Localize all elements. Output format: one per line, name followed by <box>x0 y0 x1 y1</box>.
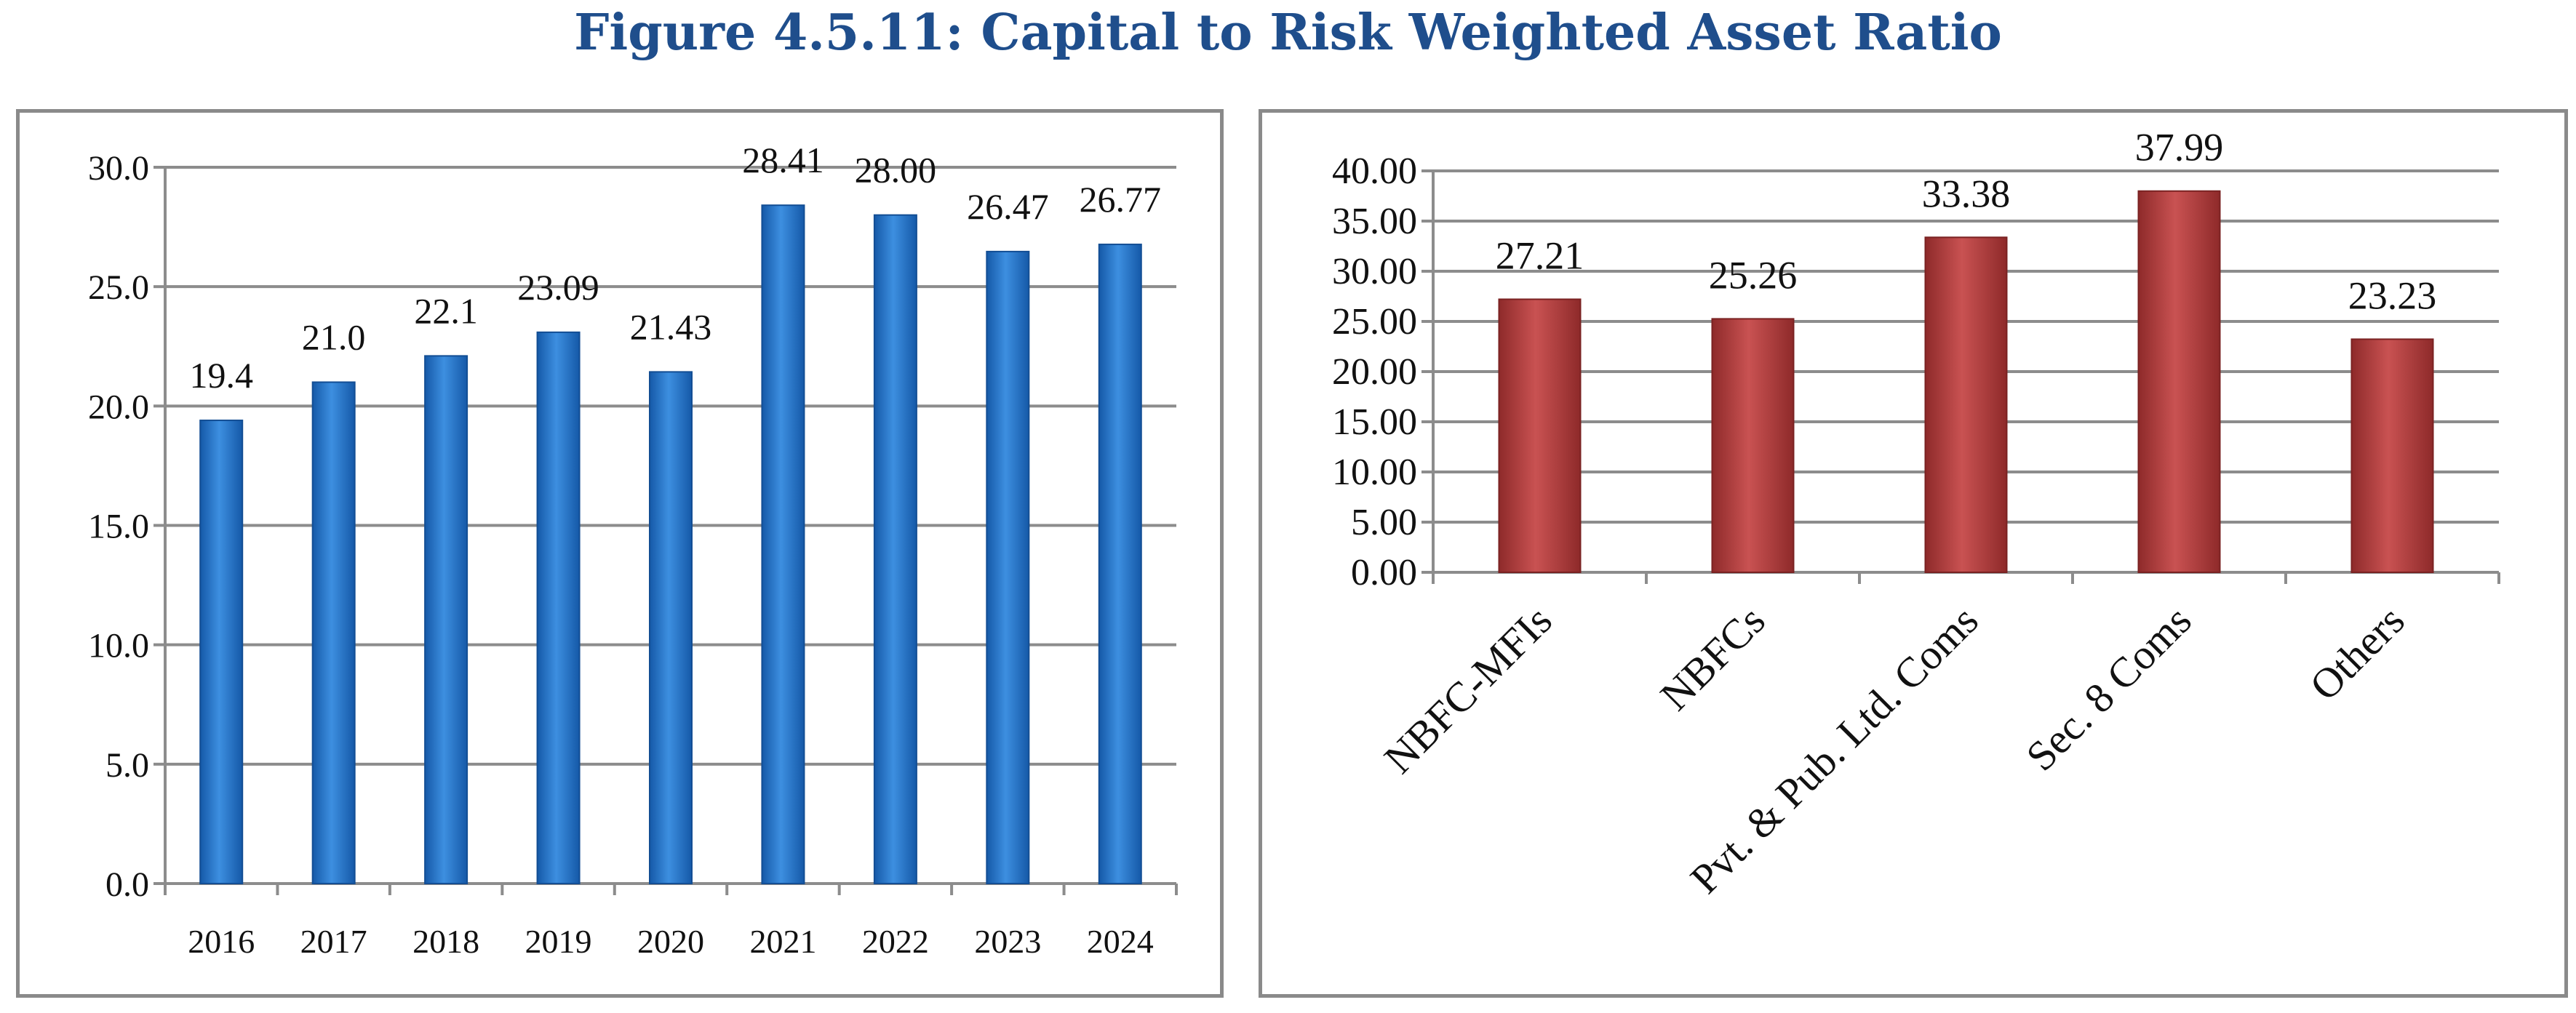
bar-pvt-pub-ltd-coms <box>1924 236 2008 574</box>
x-category-label: Sec. 8 Coms <box>2017 596 2201 780</box>
data-label: 23.23 <box>2348 273 2437 317</box>
y-tick-label: 5.00 <box>1351 502 1417 543</box>
data-label: 28.00 <box>855 150 937 191</box>
bar-2017 <box>311 381 356 884</box>
left-chart-panel: 0.0 5.0 10.0 15.0 20.0 25.0 30.0 19.4 2016 21.0 20… <box>16 109 1224 998</box>
y-tick-label: 0.0 <box>105 865 149 904</box>
data-label: 25.26 <box>1709 253 1798 297</box>
y-tick-label: 35.00 <box>1332 201 1417 242</box>
y-tick-label: 30.0 <box>88 149 149 188</box>
data-label: 21.0 <box>302 317 366 358</box>
x-category-label: 2021 <box>749 923 816 960</box>
x-category-label: 2018 <box>412 923 479 960</box>
y-tick-label: 15.0 <box>88 508 149 546</box>
bar-2022 <box>873 214 917 884</box>
x-category-label: 2017 <box>300 923 367 960</box>
y-tick-label: 40.00 <box>1332 151 1417 192</box>
y-tick-label: 30.00 <box>1332 251 1417 292</box>
y-tick-label: 10.0 <box>88 627 149 665</box>
bar-2021 <box>761 204 805 884</box>
bar-sec-8-coms <box>2137 190 2221 574</box>
y-tick-label: 25.0 <box>88 268 149 307</box>
data-label: 23.09 <box>517 267 599 308</box>
bar-2023 <box>986 250 1030 884</box>
data-label: 22.1 <box>414 290 478 331</box>
category-bar-chart: 0.00 5.00 10.00 15.00 20.00 25.00 30.00 35.00 40… <box>1332 126 2500 902</box>
bar-2016 <box>199 420 244 884</box>
x-category-label: 2020 <box>637 923 704 960</box>
x-category-label: 2016 <box>188 923 255 960</box>
bar-2024 <box>1098 244 1142 884</box>
data-label: 27.21 <box>1496 234 1584 278</box>
y-tick-label: 10.00 <box>1332 452 1417 493</box>
figure-title: Figure 4.5.11: Capital to Risk Weighted … <box>574 4 2002 62</box>
data-label: 33.38 <box>1922 172 2011 215</box>
y-tick-label: 5.0 <box>105 746 149 785</box>
x-category-label: NBFC-MFIs <box>1375 596 1561 782</box>
y-tick-label: 0.00 <box>1351 552 1417 593</box>
yearly-bar-chart: 0.0 5.0 10.0 15.0 20.0 25.0 30.0 19.4 2016 21.0 20… <box>88 140 1178 960</box>
bar-nbfcs <box>1711 318 1795 573</box>
x-category-label: 2023 <box>974 923 1041 960</box>
bar-nbfc-mfis <box>1498 298 1582 573</box>
data-label: 28.41 <box>742 140 824 180</box>
data-label: 26.47 <box>967 186 1049 227</box>
data-label: 21.43 <box>630 306 712 347</box>
y-tick-label: 15.00 <box>1332 401 1417 443</box>
y-tick-label: 20.00 <box>1332 351 1417 393</box>
bar-2020 <box>649 371 693 884</box>
y-tick-label: 20.0 <box>88 388 149 426</box>
bar-2018 <box>424 355 468 884</box>
bar-2019 <box>536 331 581 884</box>
x-category-label: NBFCs <box>1651 596 1774 719</box>
bar-others <box>2350 338 2434 573</box>
x-category-label: 2022 <box>862 923 929 960</box>
y-tick-label: 25.00 <box>1332 301 1417 343</box>
data-label: 37.99 <box>2135 126 2224 169</box>
data-label: 19.4 <box>189 355 253 396</box>
right-chart-panel: 0.00 5.00 10.00 15.00 20.00 25.00 30.00 35.00 40… <box>1259 109 2568 998</box>
x-category-label: 2019 <box>525 923 592 960</box>
x-category-label: Others <box>2300 596 2413 709</box>
data-label: 26.77 <box>1080 179 1162 220</box>
x-category-label: 2024 <box>1087 923 1154 960</box>
